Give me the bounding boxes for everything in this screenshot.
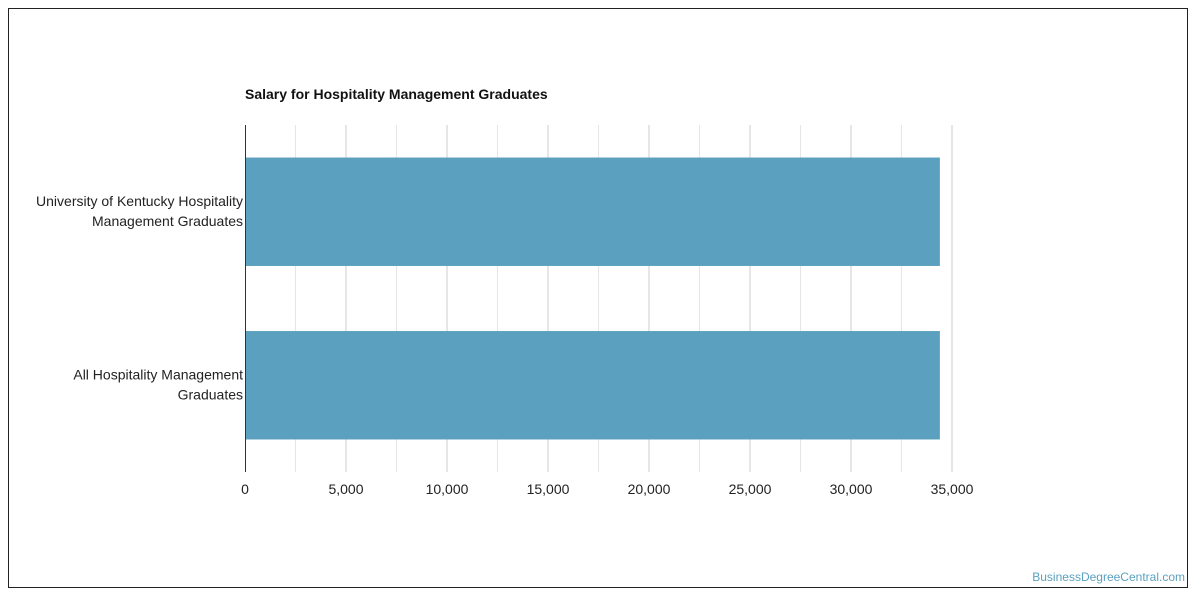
site-watermark[interactable]: BusinessDegreeCentral.com [1032,570,1185,584]
category-label-line: Graduates [178,386,243,402]
category-label-line: All Hospitality Management [73,366,243,382]
x-tick-label: 0 [241,481,249,497]
x-tick-label: 35,000 [931,481,974,497]
category-label: University of Kentucky Hospitality Manage… [36,192,243,228]
category-label: All Hospitality Management Graduates [73,366,243,402]
x-tick-label: 10,000 [426,481,469,497]
x-tick-label: 5,000 [328,481,363,497]
category-label-line: Management Graduates [92,212,243,228]
bars [245,157,940,440]
x-tick-label: 20,000 [628,481,671,497]
x-tick-label: 25,000 [729,481,772,497]
category-label-line: University of Kentucky Hospitality [36,192,243,208]
x-tick-label: 30,000 [830,481,873,497]
tick-labels: 0 5,000 10,000 15,000 20,000 25,000 30,000 35,0… [241,481,974,497]
bar-1[interactable] [245,331,940,440]
bar-0[interactable] [245,157,940,266]
category-labels: University of Kentucky Hospitality Manage… [36,192,243,402]
chart-title: Salary for Hospitality Management Gradua… [245,86,548,102]
x-tick-label: 15,000 [527,481,570,497]
